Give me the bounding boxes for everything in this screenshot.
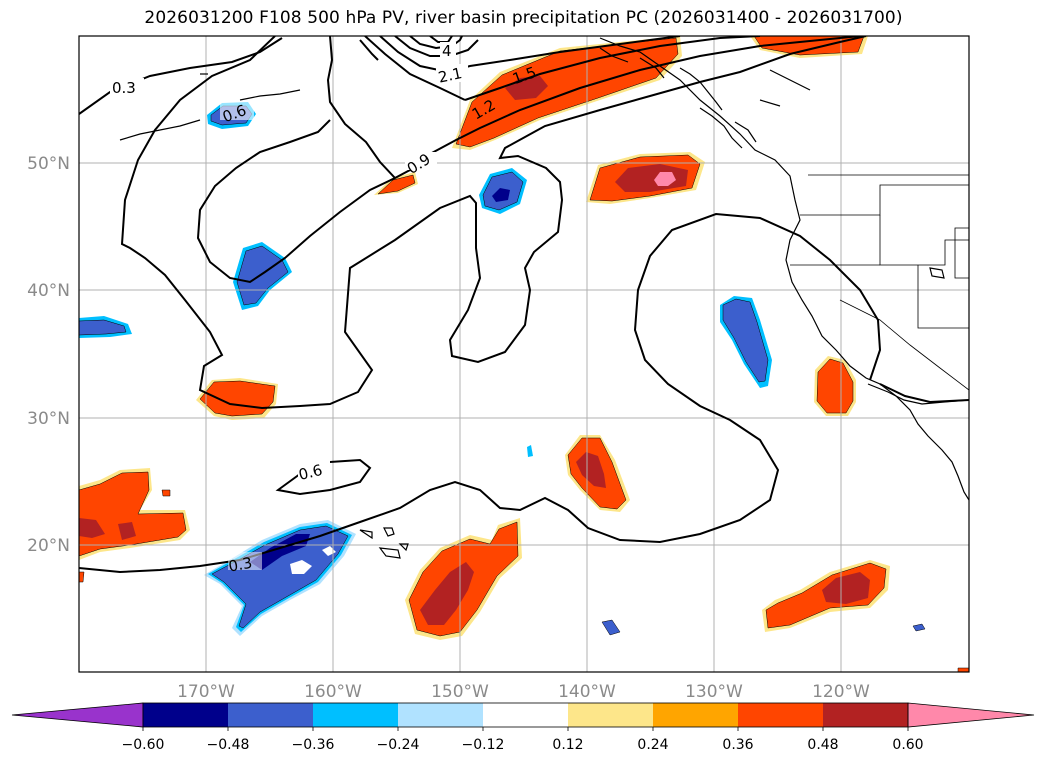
contour-label: 0.3 xyxy=(112,79,136,97)
gridlines xyxy=(79,36,969,672)
positive-anomaly-corner xyxy=(957,667,969,672)
latitude-labels: 50°N 40°N 30°N 20°N xyxy=(27,154,70,556)
precip-shading xyxy=(79,36,969,672)
positive-anomaly-small-50n xyxy=(374,172,418,195)
colorbar-tick-label: 0.36 xyxy=(722,737,753,753)
lat-label: 30°N xyxy=(27,409,70,429)
longitude-labels: 170°W 160°W 150°W 140°W 130°W 120°W xyxy=(177,682,870,702)
colorbar-segment xyxy=(228,703,313,727)
lat-label: 40°N xyxy=(27,281,70,301)
colorbar-tick-label: −0.36 xyxy=(292,737,335,753)
negative-anomaly-left-edge xyxy=(79,316,132,338)
negative-anomaly-small-2 xyxy=(912,623,926,632)
contour-label: 0.3 xyxy=(227,554,254,576)
negative-anomaly-small-1 xyxy=(601,619,621,636)
negative-anomaly-hawaii xyxy=(204,520,356,636)
colorbar: −0.60 −0.48 −0.36 −0.24 −0.12 0.12 0.24 0.36 0.4… xyxy=(11,702,1035,753)
colorbar-tick-label: −0.60 xyxy=(122,737,165,753)
colorbar-tick-label: 0.12 xyxy=(552,737,583,753)
lon-label: 140°W xyxy=(558,682,616,702)
colorbar-segment xyxy=(568,703,653,727)
negative-anomaly-gulf xyxy=(479,168,527,214)
positive-anomaly-west-edge xyxy=(79,468,190,583)
colorbar-tick-label: −0.48 xyxy=(207,737,250,753)
negative-anomaly-offshore-ca xyxy=(720,296,772,388)
map-frame xyxy=(78,35,970,673)
colorbar-segment xyxy=(823,703,908,727)
colorbar-segment xyxy=(483,703,568,727)
contour-label: 2.1 xyxy=(437,64,464,87)
lat-label: 50°N xyxy=(27,154,70,174)
lon-label: 170°W xyxy=(177,682,235,702)
lat-label: 20°N xyxy=(27,536,70,556)
positive-anomaly-southeast xyxy=(762,560,890,632)
state-borders xyxy=(790,174,969,391)
positive-anomaly-hawaii-east xyxy=(565,435,630,512)
colorbar-tick-label: 0.24 xyxy=(637,737,668,753)
lon-label: 130°W xyxy=(685,682,743,702)
colorbar-segment xyxy=(738,703,823,727)
negative-anomaly-small-3 xyxy=(527,445,533,457)
colorbar-segment xyxy=(143,703,228,727)
lon-label: 160°W xyxy=(304,682,362,702)
colorbar-segment xyxy=(313,703,398,727)
colorbar-tick-label: −0.12 xyxy=(462,737,505,753)
lon-label: 120°W xyxy=(812,682,870,702)
contour-label: 4 xyxy=(442,42,452,60)
lon-label: 150°W xyxy=(431,682,489,702)
colorbar-segment xyxy=(398,703,483,727)
positive-anomaly-california xyxy=(814,356,856,416)
colorbar-tick-label: 0.60 xyxy=(892,737,923,753)
colorbar-outline xyxy=(142,702,909,728)
contour-labels: 0.3 0.6 0.9 1.2 1.5 2.1 4 0.3 0.6 xyxy=(110,42,539,576)
positive-anomaly-offshore-bc xyxy=(586,152,705,204)
colorbar-segment xyxy=(653,703,738,727)
colorbar-extend-min xyxy=(11,702,144,728)
colorbar-tick-label: 0.48 xyxy=(807,737,838,753)
coastlines xyxy=(119,37,969,559)
map-title: 2026031200 F108 500 hPa PV, river basin … xyxy=(144,8,903,28)
contour-label: 0.6 xyxy=(297,461,325,484)
colorbar-tick-label: −0.24 xyxy=(377,737,420,753)
colorbar-extend-max xyxy=(907,702,1035,728)
